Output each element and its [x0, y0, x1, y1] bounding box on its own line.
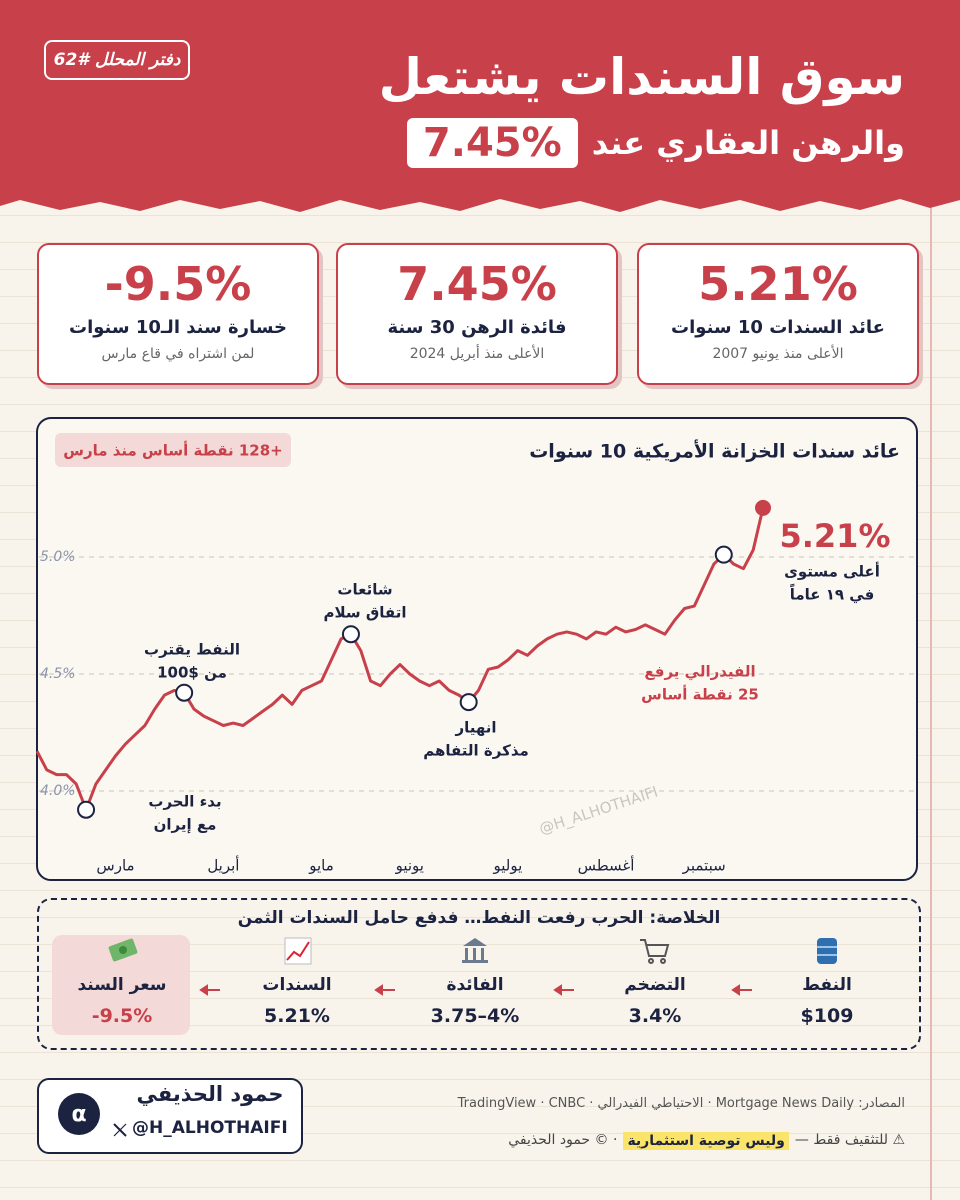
disclaimer: ⚠ للتثقيف فقط — وليس توصية استثمارية · © ح…: [508, 1132, 905, 1150]
step-label: الفائدة: [446, 975, 504, 995]
chart: عائد سندات الخزانة الأمريكية 10 سنوات +12…: [35, 417, 918, 881]
event-marker: [459, 693, 478, 712]
money-icon: [108, 938, 138, 962]
flow-step: النفط $109: [757, 975, 897, 1027]
kpi-label: عائد السندات 10 سنوات: [671, 317, 885, 338]
kpi-card: -9.5% خسارة سند الـ10 سنوات لمن اشتراه في …: [37, 243, 319, 385]
header-bg: [0, 0, 960, 212]
annotation: الفيدرالي يرفع: [644, 663, 755, 681]
annotation: اتفاق سلام: [324, 604, 407, 622]
flow-arrows: [199, 984, 752, 996]
bank-icon: [462, 938, 488, 963]
annotation: بدء الحرب: [148, 793, 221, 811]
latest-point: [755, 499, 771, 516]
sources: المصادر: Mortgage News Daily · الاحتياطي…: [457, 1096, 905, 1111]
step-value: $109: [800, 1005, 854, 1027]
x-tick-label: أغسطس: [578, 856, 635, 875]
event-marker: [714, 545, 733, 564]
step-label: سعر السند: [77, 975, 167, 995]
flow-step: التضخم 3.4%: [585, 975, 725, 1027]
x-tick-label: مارس: [96, 857, 134, 875]
kpi-note: لمن اشتراه في قاع مارس: [101, 346, 255, 362]
x-tick-label: يونيو: [395, 857, 424, 875]
badge: +128 نقطة أساس منذ مارس: [63, 441, 282, 460]
logo: α: [58, 1093, 100, 1135]
kpi-value: 7.45%: [397, 257, 557, 311]
author-handle: @H_ALHOTHAIFI: [132, 1118, 288, 1138]
highlight-bg: [52, 935, 190, 1035]
flow-step: السندات 5.21%: [227, 975, 367, 1027]
summary-icons: [52, 935, 837, 1035]
event-marker: [77, 800, 96, 819]
annotation: شائعات: [337, 581, 392, 599]
kpi-label: خسارة سند الـ10 سنوات: [68, 317, 288, 338]
title: سوق السندات يشتعل: [378, 48, 905, 106]
event-marker: [341, 625, 360, 644]
annotation: انهيار: [454, 719, 496, 737]
annotation: من $100: [157, 664, 227, 682]
subtitle-row: والرهن العقاري عند 7.45%: [406, 118, 905, 168]
step-label: السندات: [262, 975, 332, 995]
badge-bg: [55, 433, 291, 467]
author-name: حمود الحذيفي: [136, 1082, 284, 1106]
annotation: 25 نقطة أساس: [641, 685, 759, 704]
kpi-card: 5.21% عائد السندات 10 سنوات الأعلى منذ يون…: [637, 243, 919, 385]
disclaimer-part: ⚠ للتثقيف فقط —: [794, 1132, 905, 1148]
disclaimer-part: وليس توصية استثمارية: [623, 1132, 789, 1150]
kpi-value: -9.5%: [104, 257, 252, 311]
chart-frame: [36, 417, 918, 881]
issue-tag: دفتر المحلل #62: [44, 40, 190, 80]
step-label: النفط: [802, 975, 852, 995]
summary-title: الخلاصة: الحرب رفعت النفط… فدفع حامل الس…: [237, 908, 721, 928]
step-label: التضخم: [624, 975, 686, 995]
subtitle-highlight: 7.45%: [406, 118, 578, 168]
kpi-value: 5.21%: [698, 257, 858, 311]
step-value: -9.5%: [91, 1005, 153, 1027]
x-tick-label: سبتمبر: [682, 857, 726, 875]
annotation: في ١٩ عاماً: [790, 583, 875, 603]
margin-line: [930, 0, 932, 1200]
annotation: أعلى مستوى: [784, 562, 880, 581]
annotation: مع إيران: [154, 816, 217, 834]
step-value: 5.21%: [264, 1005, 330, 1027]
flow-step: سعر السند -9.5%: [52, 975, 192, 1027]
kpi-note: الأعلى منذ يونيو 2007: [712, 346, 844, 362]
kpi-card: 7.45% فائدة الرهن 30 سنة الأعلى منذ أبريل …: [336, 243, 618, 385]
x-tick-label: مايو: [308, 857, 334, 875]
step-value: 3.75–4%: [430, 1005, 520, 1027]
flow-step: الفائدة 3.75–4%: [405, 975, 545, 1027]
annotation: مذكرة التفاهم: [423, 742, 529, 760]
disclaimer-part: · © حمود الحذيفي: [508, 1132, 618, 1148]
x-tick-label: أبريل: [207, 856, 239, 875]
cart-icon: [640, 939, 670, 964]
y-tick-label: 4.0%: [40, 783, 76, 799]
y-tick-label: 5.0%: [40, 549, 76, 565]
barrel-icon: [817, 938, 837, 964]
kpi-label: فائدة الرهن 30 سنة: [387, 317, 567, 338]
subtitle: والرهن العقاري عند: [591, 124, 905, 162]
y-tick-label: 4.5%: [40, 666, 76, 682]
chart-title: عائد سندات الخزانة الأمريكية 10 سنوات: [529, 440, 900, 463]
event-marker: [175, 683, 194, 702]
line: [35, 507, 765, 812]
kpi-note: الأعلى منذ أبريل 2024: [409, 346, 545, 362]
step-value: 3.4%: [628, 1005, 682, 1027]
chart-icon: [284, 937, 312, 965]
value-label: 5.21%: [779, 517, 890, 555]
x-logo: [113, 1123, 127, 1137]
summary-box: [37, 898, 921, 1050]
x-tick-label: يوليو: [493, 857, 523, 875]
annotation: النفط يقترب: [144, 641, 240, 659]
